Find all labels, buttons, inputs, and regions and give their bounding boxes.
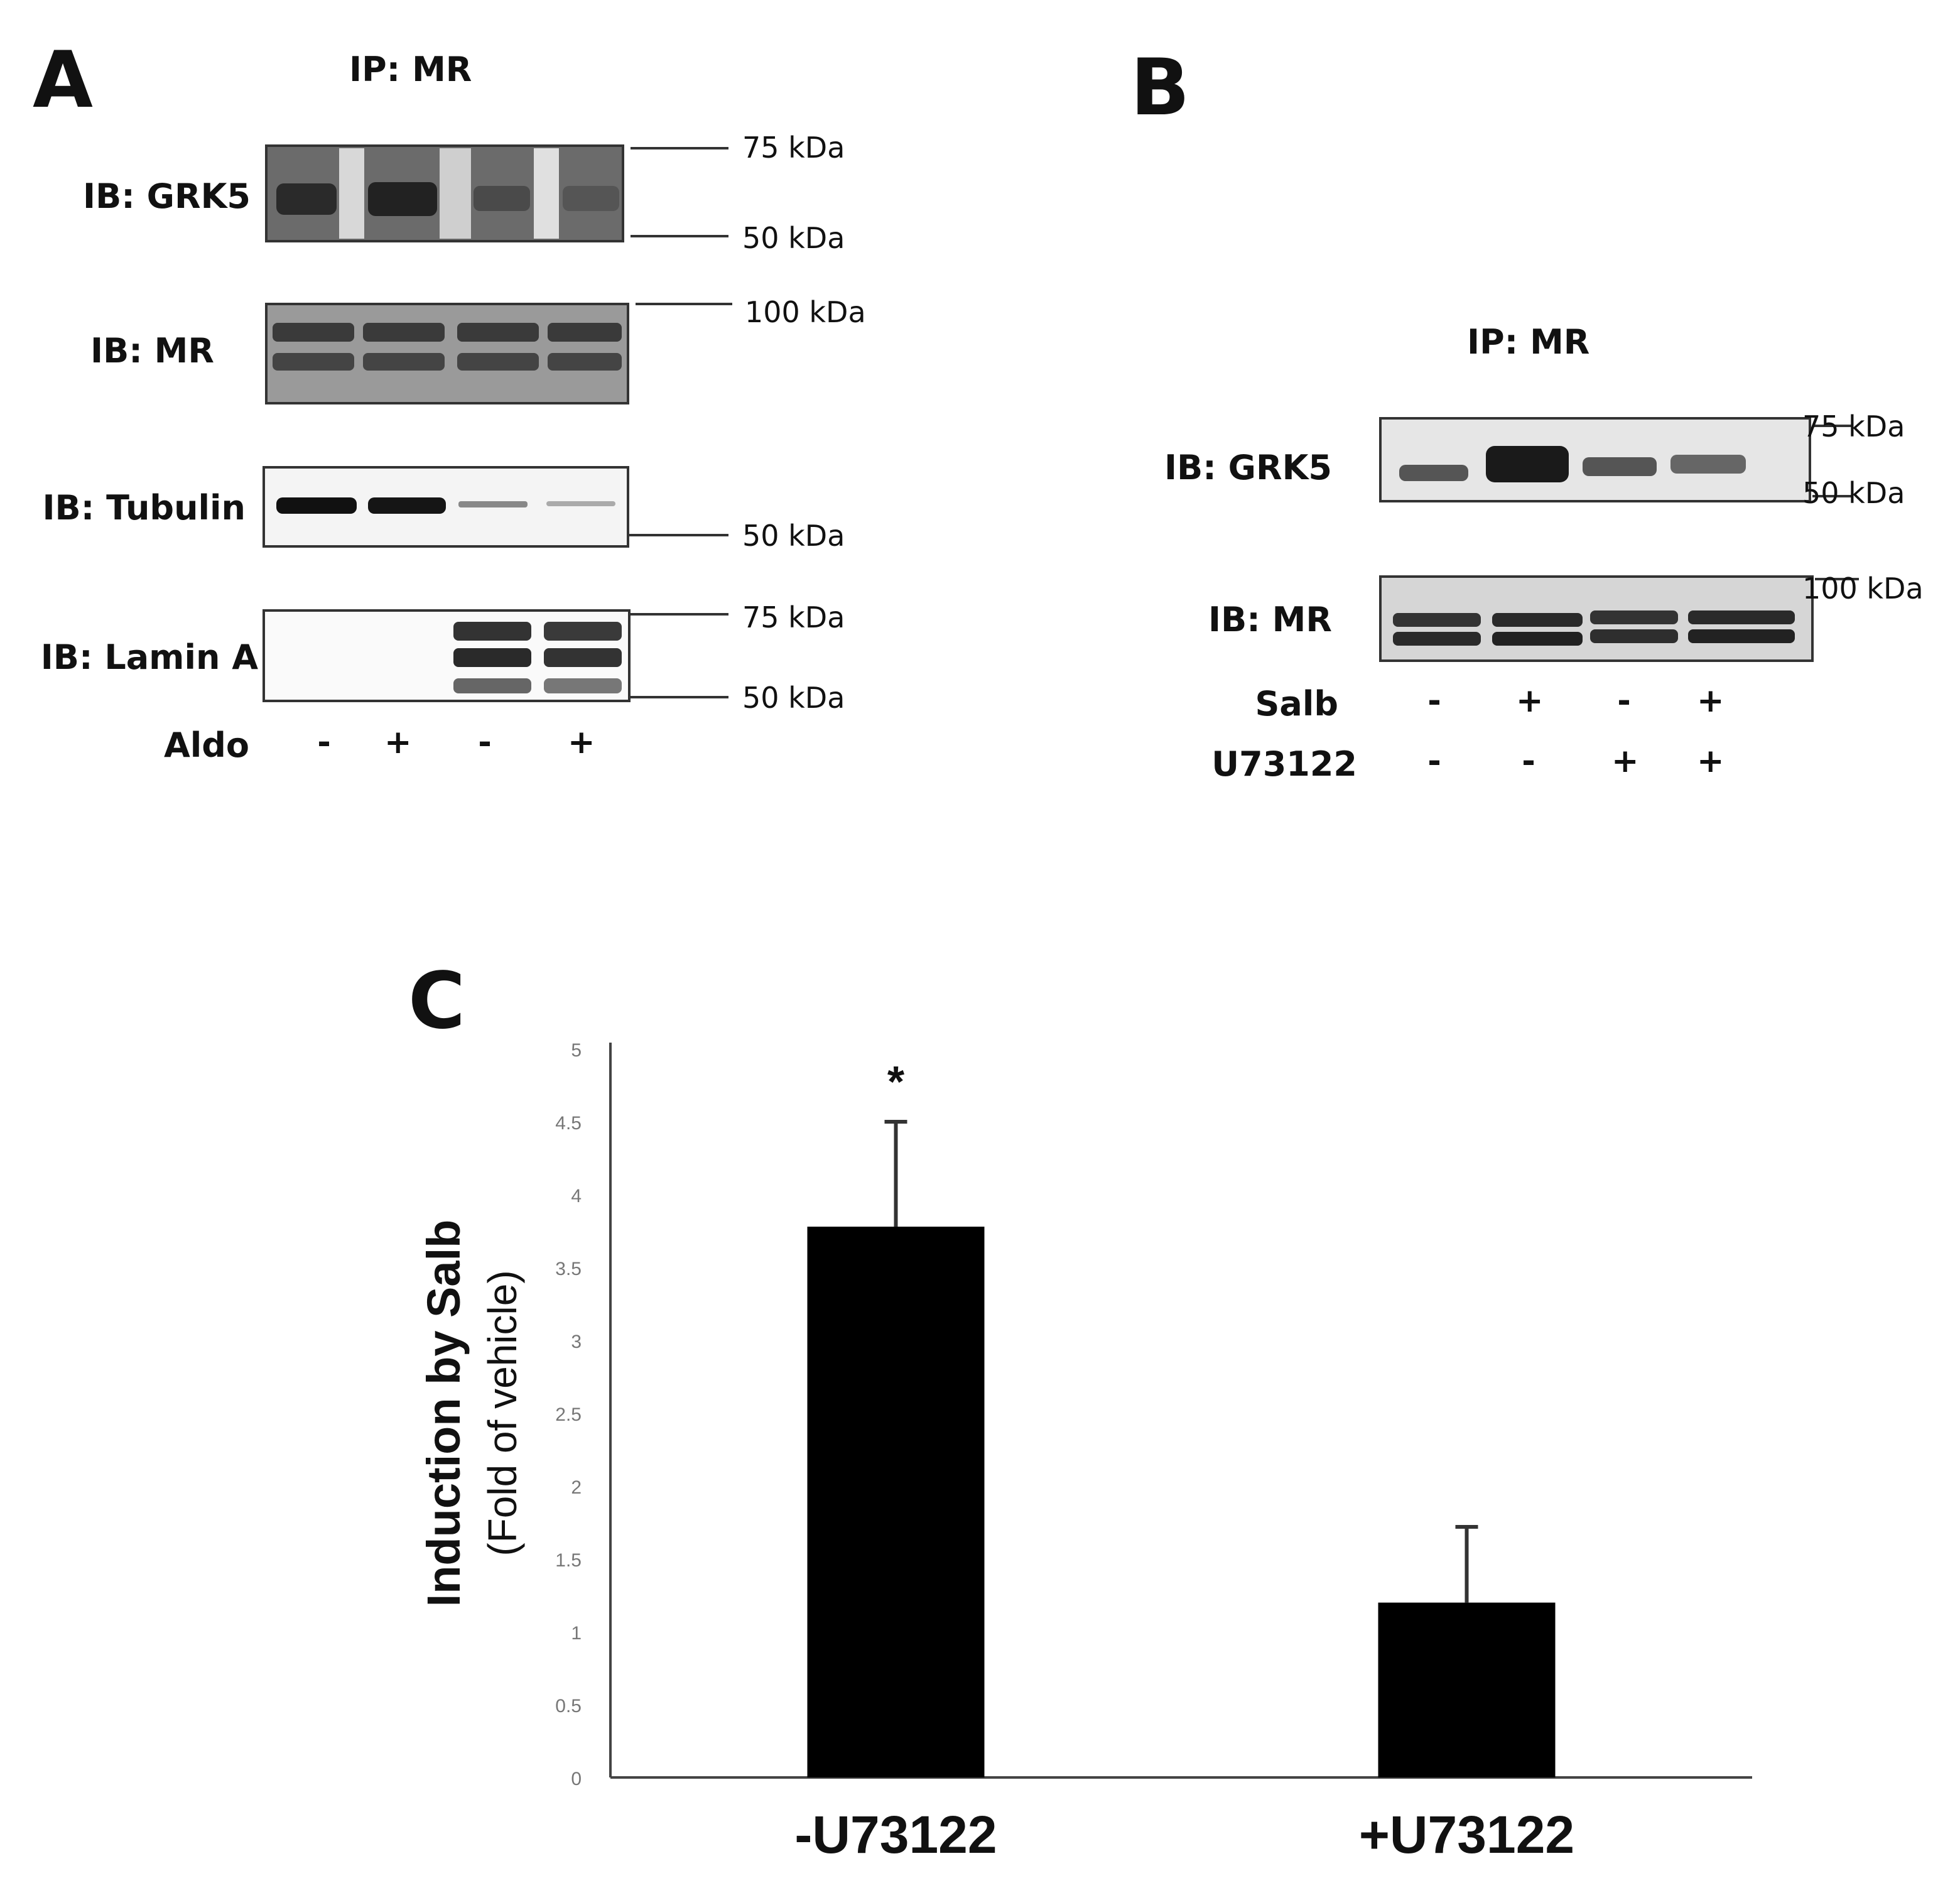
panel-a-tubulin-marker-50: 50 kDa [742,519,845,553]
y-axis-subtitle: (Fold of vehicle) [480,1270,525,1556]
panel-a-tubulin-blot [263,466,629,548]
panel-c-bar-chart: 0 0.5 1 1.5 2 2.5 3 3.5 4 4.5 5 -U73122 * +U73122 Indu… [418,1040,1752,1864]
panel-b-mr-marker-100: 100 kDa [1802,572,1924,605]
y-tick-label: 1.5 [555,1550,582,1571]
panel-b-blot-label-grk5: IB: GRK5 [1164,448,1332,487]
panel-a-lamin-marker-75: 75 kDa [742,600,845,634]
panel-b-u73122-lane-3: + [1611,742,1639,780]
panel-a-blot-label-lamin-a: IB: Lamin A [40,637,258,677]
panel-a-lane-2: + [384,724,412,761]
panel-b-blot-label-mr: IB: MR [1208,600,1332,639]
y-tick-label: 1 [571,1623,582,1644]
panel-b-salb-lane-3: - [1617,682,1631,720]
panel-b-grk5-marker-50: 50 kDa [1802,476,1905,510]
bar-+U73122 [1378,1602,1556,1777]
panel-a-lane-3: - [478,724,492,761]
panel-a-blots [263,144,732,702]
panel-a-lamin-a-blot [263,609,631,702]
panel-a-ip-label: IP: MR [349,50,472,89]
panel-b-grk5-blot [1379,417,1811,502]
panel-a-lane-1: - [317,724,331,761]
panel-b-salb-lane-4: + [1697,682,1724,720]
panel-b-u73122-lane-2: - [1522,742,1535,780]
bar--U73122 [807,1227,985,1777]
panel-a-blot-label-mr: IB: MR [90,331,214,371]
significance-asterisk: * [887,1057,905,1106]
panel-a-grk5-blot [265,144,624,242]
panel-c-letter: C [408,956,466,1046]
panel-b-mr-blot [1379,575,1814,662]
y-axis-title: Induction by Salb [418,1220,470,1607]
x-tick-label: +U73122 [1359,1805,1574,1864]
y-tick-label: 3 [571,1332,582,1352]
y-tick-label: 5 [571,1040,582,1061]
x-tick-label: -U73122 [794,1805,997,1864]
panel-a-blot-label-grk5: IB: GRK5 [83,176,251,216]
panel-b-grk5-marker-75: 75 kDa [1802,410,1905,443]
panel-b-blots [1379,417,1859,662]
panel-b-treatment-label-u73122: U73122 [1211,744,1357,784]
y-tick-label: 0 [571,1769,582,1789]
panel-a-letter: A [33,35,93,126]
panel-a-mr-blot [265,303,629,404]
y-tick-label: 2.5 [555,1404,582,1425]
panel-b-ip-label: IP: MR [1467,322,1590,362]
panel-b-letter: B [1130,43,1190,133]
panel-b-u73122-lane-1: - [1427,742,1441,780]
panel-b-marker-lines [1812,425,1859,580]
panel-b-u73122-lane-4: + [1697,742,1724,780]
panel-a-grk5-marker-75: 75 kDa [742,131,845,165]
panel-b-salb-lane-2: + [1516,682,1544,720]
panel-a-lane-4: + [568,724,595,761]
panel-a-grk5-marker-50: 50 kDa [742,221,845,255]
panel-a-mr-marker-100: 100 kDa [745,295,866,329]
y-tick-label: 4.5 [555,1113,582,1134]
y-tick-label: 3.5 [555,1259,582,1279]
panel-a-lamin-marker-50: 50 kDa [742,681,845,715]
y-tick-label: 2 [571,1477,582,1498]
y-tick-label: 0.5 [555,1696,582,1717]
panel-a-blot-label-tubulin: IB: Tubulin [42,488,246,528]
panel-a-treatment-label: Aldo [163,725,249,765]
panel-b-salb-lane-1: - [1427,682,1441,720]
y-tick-label: 4 [571,1186,582,1207]
panel-b-treatment-label-salb: Salb [1255,684,1339,724]
panel-a-marker-lines [629,147,732,698]
